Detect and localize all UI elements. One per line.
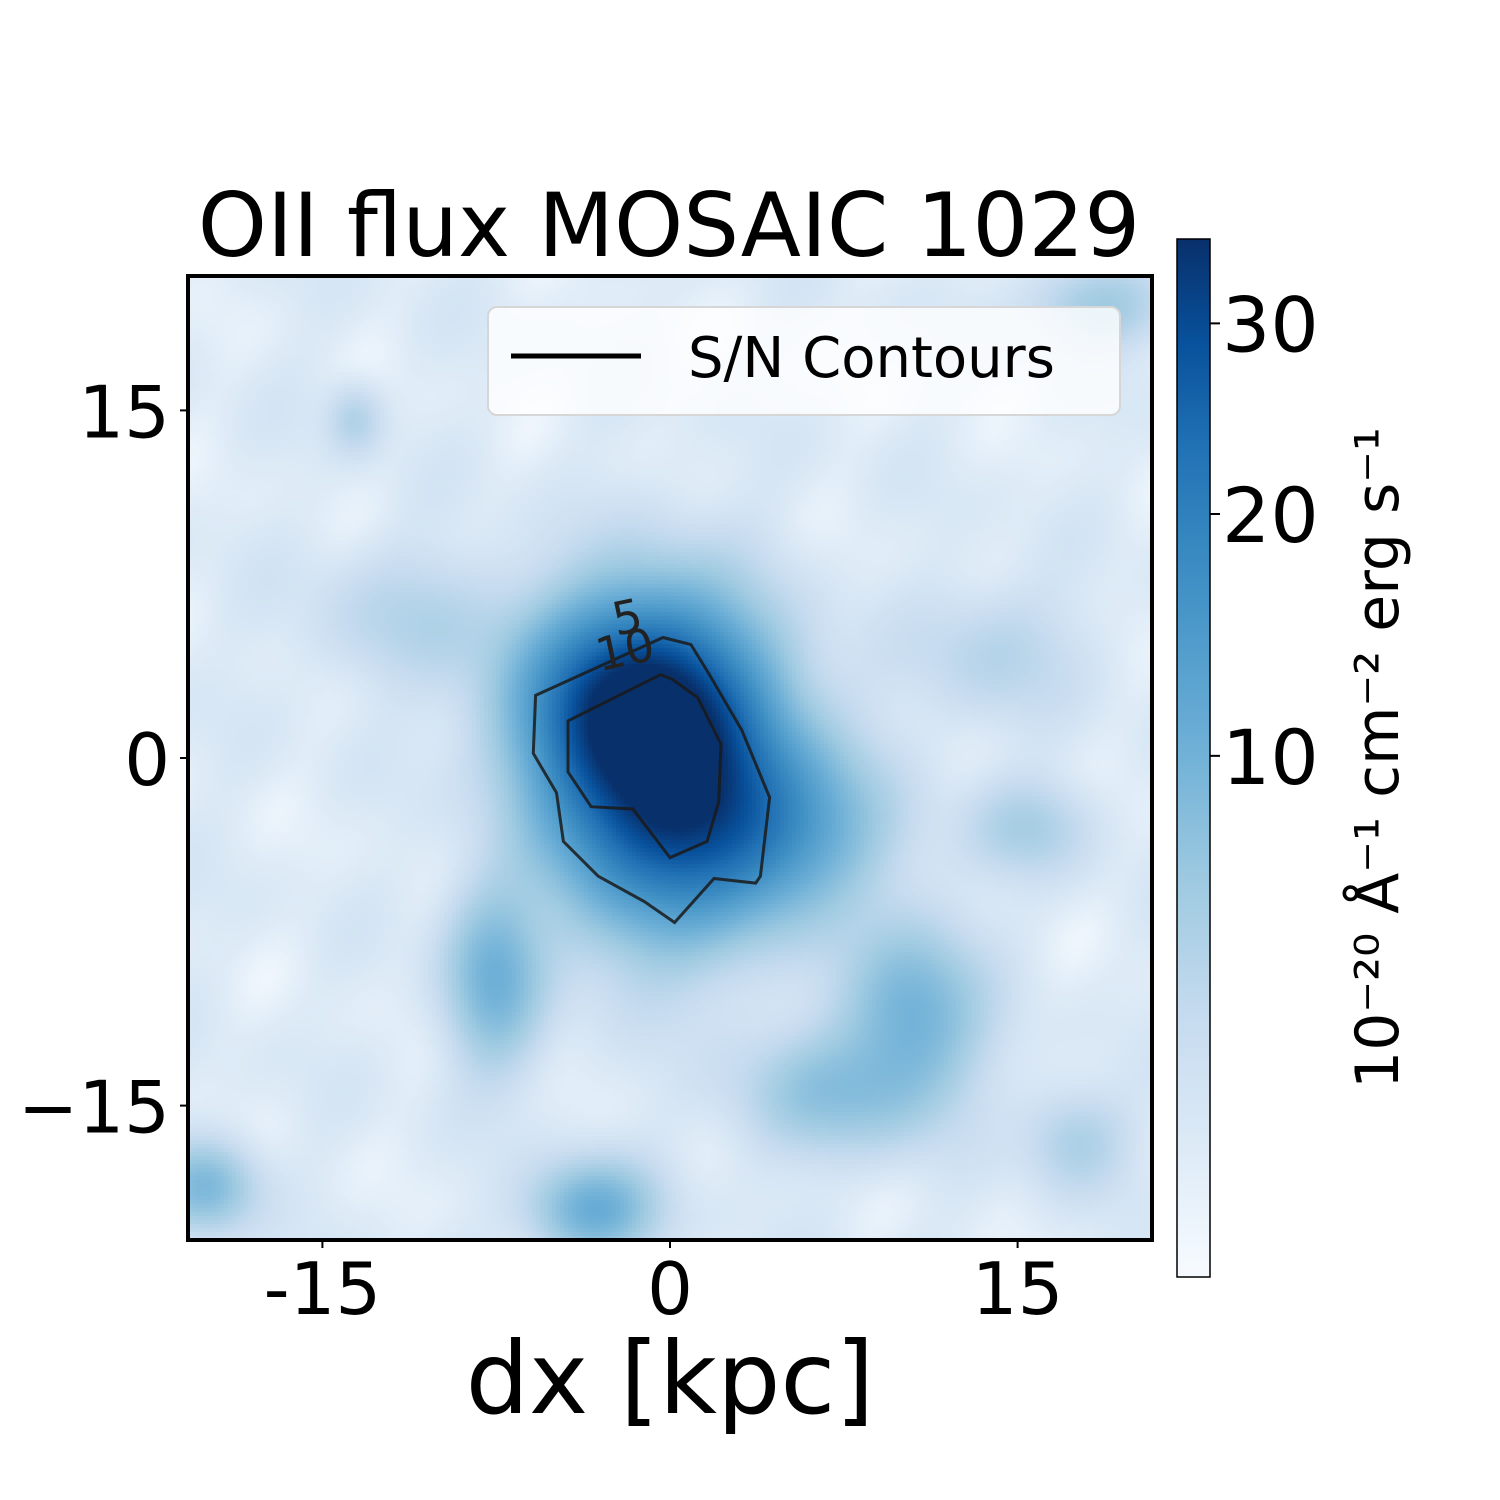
x-tick-label: -15: [264, 1247, 382, 1331]
heatmap-area: [188, 276, 1152, 1240]
colorbar-ticks: 30 20 10: [1210, 280, 1319, 802]
colorbar-tick-label: 20: [1222, 471, 1319, 560]
contour-level-10: [566, 672, 723, 860]
colorbar: 30 20 10 10⁻²⁰ Å⁻¹ cm⁻² erg s⁻¹: [1176, 238, 1413, 1278]
x-tick-label: 15: [972, 1247, 1064, 1331]
colorbar-label: 10⁻²⁰ Å⁻¹ cm⁻² erg s⁻¹: [1342, 427, 1413, 1089]
y-tick-label: −15: [18, 1066, 170, 1150]
colorbar-gradient: [1176, 238, 1211, 1278]
legend-entry-label: S/N Contours: [688, 326, 1055, 391]
y-tick-label: 15: [78, 370, 170, 454]
y-tick-label: 0: [124, 718, 170, 802]
colorbar-tick-label: 30: [1222, 280, 1319, 369]
contour-layer: 510: [531, 588, 772, 925]
contour-level-5: [531, 635, 772, 925]
y-axis-ticks: 15 0 −15: [18, 370, 188, 1150]
x-tick-label: 0: [647, 1247, 693, 1331]
contour-label-10: 10: [591, 617, 659, 682]
x-axis-label: dx [kpc]: [466, 1320, 875, 1437]
colorbar-tick-label: 10: [1222, 713, 1319, 802]
legend-box: [487, 306, 1121, 416]
x-axis-ticks: -15 0 15: [264, 1240, 1064, 1331]
heatmap-canvas: [188, 276, 1152, 1240]
chart-title: OII flux MOSAIC 1029: [198, 174, 1141, 277]
legend: S/N Contours: [487, 306, 1121, 416]
